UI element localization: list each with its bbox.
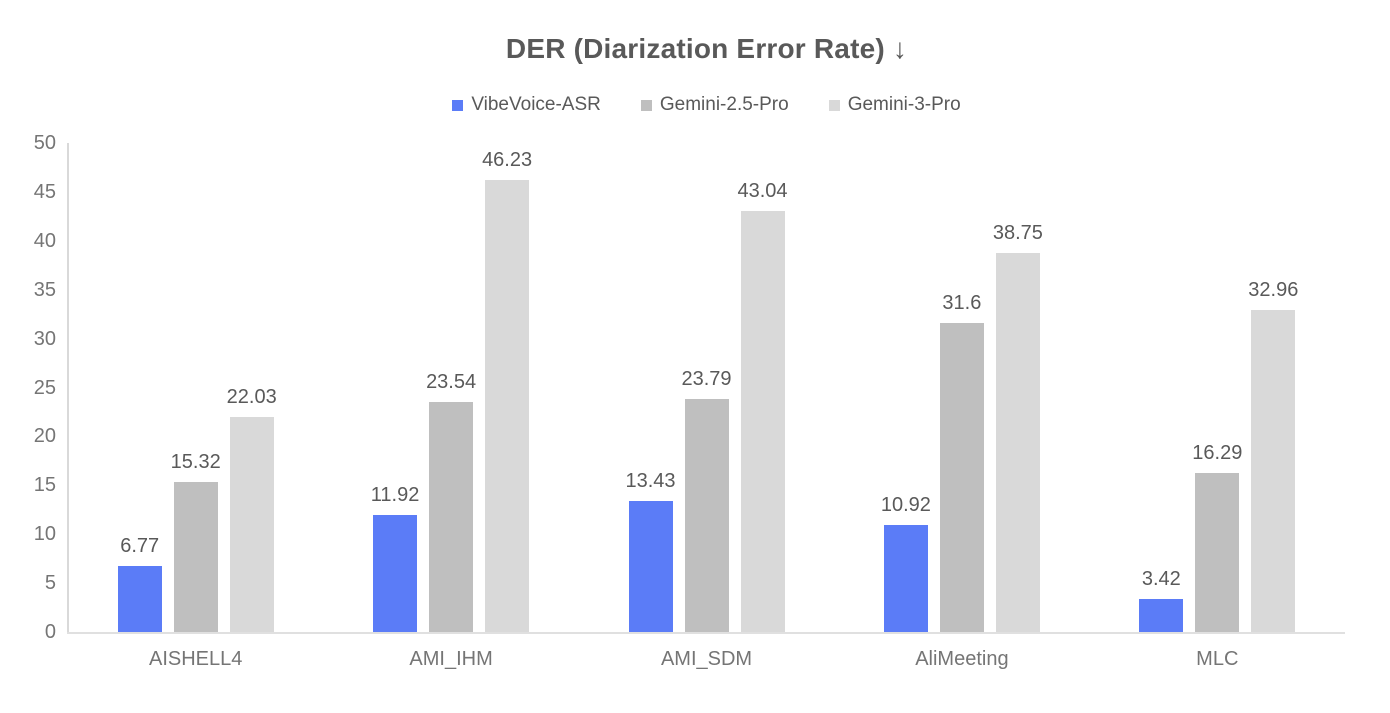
legend-swatch-icon [828,99,840,111]
y-tick-label: 0 [44,621,56,643]
value-label: 31.6 [942,291,982,314]
bar-vibevoice-asr-ami_sdm [628,500,673,632]
value-label: 23.79 [681,368,732,391]
legend-label: Gemini-3-Pro [847,94,961,115]
legend-item-vibevoice-asr: VibeVoice-ASR [452,94,601,116]
value-label: 6.77 [120,534,160,557]
value-label: 13.43 [625,469,676,492]
value-label: 43.04 [737,180,788,203]
bar-gemini-3-pro-alimeeting [995,253,1040,632]
value-label: 16.29 [1192,441,1243,464]
chart-title: DER (Diarization Error Rate) ↓ [505,33,908,64]
value-label: 38.75 [992,222,1043,245]
bar-vibevoice-asr-mlc [1139,598,1184,632]
bar-gemini-2.5-pro-alimeeting [939,322,984,632]
y-tick-label: 25 [33,376,56,399]
x-axis-line [67,632,1345,634]
y-tick-label: 45 [33,180,56,203]
category-label-alimeeting: AliMeeting [915,648,1009,670]
y-axis-line [67,143,69,632]
value-label: 22.03 [226,385,277,408]
bar-gemini-2.5-pro-ami_ihm [429,401,474,632]
legend-label: Gemini-2.5-Pro [659,94,789,115]
bar-vibevoice-asr-aishell4 [117,565,162,632]
bar-gemini-2.5-pro-ami_sdm [684,399,729,632]
value-label: 10.92 [880,494,931,517]
bar-gemini-2.5-pro-aishell4 [173,482,218,632]
legend-item-gemini-3-pro: Gemini-3-Pro [828,94,961,116]
legend-swatch-icon [640,99,652,111]
y-tick-label: 35 [33,278,56,301]
value-label: 23.54 [426,370,477,393]
category-label-ami_ihm: AMI_IHM [409,648,493,670]
value-label: 32.96 [1248,278,1299,301]
y-tick-label: 15 [33,474,56,497]
value-label: 46.23 [482,148,533,171]
y-tick-label: 20 [33,425,56,448]
legend-label: VibeVoice-ASR [471,94,601,115]
bar-vibevoice-asr-alimeeting [883,525,928,632]
category-label-mlc: MLC [1196,648,1239,670]
bar-gemini-3-pro-aishell4 [229,416,274,632]
plot-area: 6.77 15.32 22.03 AISHELL4 11.92 23.54 46.23 AMI… [68,143,1345,670]
value-label: 15.32 [170,451,221,474]
y-tick-label: 50 [33,132,56,154]
value-label: 3.42 [1141,567,1181,590]
y-tick-label: 5 [44,572,56,595]
y-tick-label: 30 [33,327,56,350]
category-label-aishell4: AISHELL4 [148,648,243,670]
bar-vibevoice-asr-ami_ihm [373,515,418,632]
value-label: 11.92 [370,484,420,507]
y-tick-label: 10 [33,523,56,546]
legend-swatch-icon [452,99,464,111]
chart-legend: VibeVoice-ASR Gemini-2.5-Pro Gemini-3-Pr… [68,94,1345,116]
bar-gemini-3-pro-mlc [1251,309,1296,632]
y-tick-label: 40 [33,229,56,252]
legend-item-gemini-2-5-pro: Gemini-2.5-Pro [640,94,789,116]
bar-gemini-3-pro-ami_ihm [485,179,530,632]
category-label-ami_sdm: AMI_SDM [660,648,753,670]
bar-gemini-2.5-pro-mlc [1195,472,1240,632]
bar-gemini-3-pro-ami_sdm [740,211,785,632]
